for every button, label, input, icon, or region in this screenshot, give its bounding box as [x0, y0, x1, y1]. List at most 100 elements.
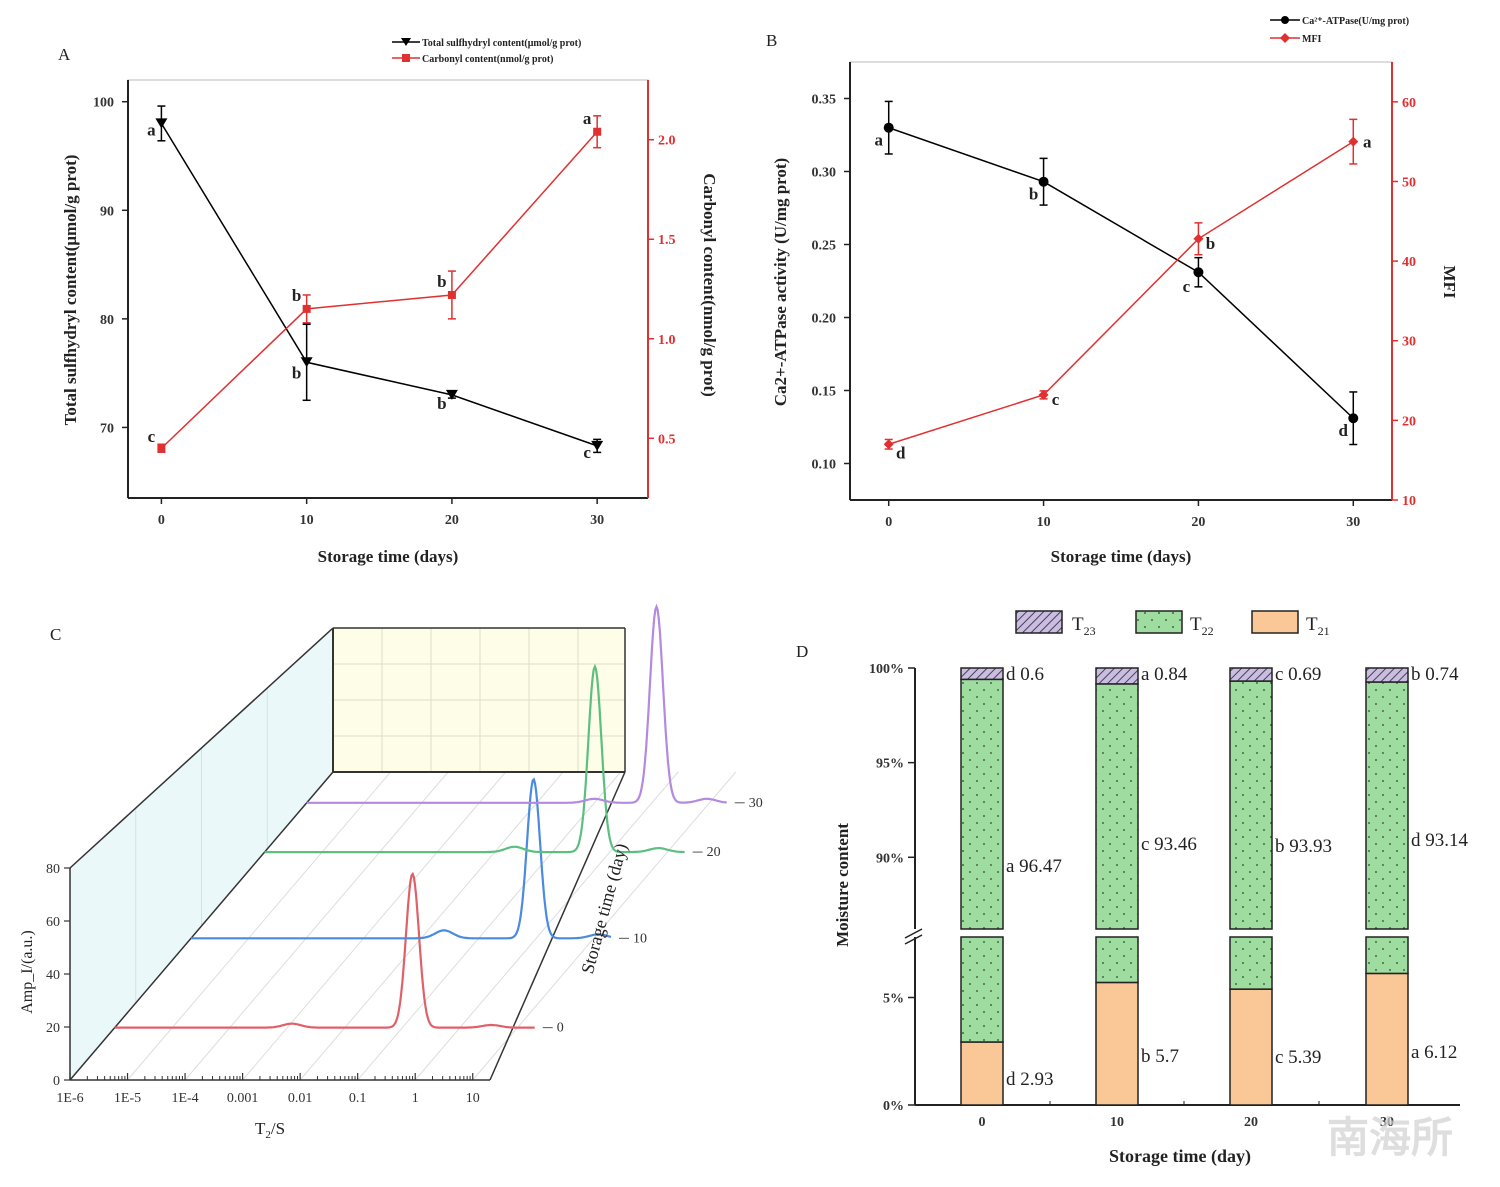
axis-break-gap [900, 929, 1460, 937]
x-tick-label: 1E-6 [56, 1091, 83, 1106]
x-tick-label: 10 [1037, 515, 1051, 530]
data-point [1193, 233, 1204, 244]
y-tick-label: 0% [883, 1099, 904, 1114]
y-tick-label-left: 0.15 [812, 385, 837, 400]
series-curve-day-20 [264, 663, 685, 854]
plot-frame-b [849, 61, 1393, 501]
y-axis-label-left-a: Total sulfhydryl content(μmol/g prot) [61, 155, 80, 426]
z-axis-c [489, 771, 626, 1081]
panel-label-c: C [50, 625, 61, 644]
value-label-t23: a 0.84 [1141, 664, 1188, 685]
data-point [302, 304, 311, 313]
significance-letter: b [437, 272, 446, 291]
bar-t23 [960, 667, 1004, 681]
x-tick-label: 10 [1110, 1115, 1124, 1130]
panel-label-b: B [766, 31, 777, 50]
series-curve-day-10 [191, 777, 612, 940]
legend-swatch-t21 [1251, 610, 1299, 634]
significance-letter: d [896, 443, 906, 462]
y-tick-label: 95% [876, 757, 904, 772]
data-point [1038, 389, 1049, 400]
significance-letter: c [1183, 277, 1191, 296]
bar-t23 [1229, 667, 1273, 682]
value-label-t21: d 2.93 [1006, 1069, 1054, 1090]
bar-t21 [1229, 988, 1273, 1106]
y-tick-label-left: 90 [100, 204, 114, 219]
value-label-t22: c 93.46 [1141, 834, 1197, 855]
value-label-t22: b 93.93 [1275, 836, 1332, 857]
significance-letter: b [292, 363, 301, 382]
floor-grid-line [242, 771, 506, 1081]
x-tick-label: 1E-4 [171, 1091, 198, 1106]
legend-swatch-t23 [1015, 610, 1063, 634]
bar-t23 [1365, 667, 1409, 683]
bar-t22 [1095, 936, 1139, 984]
legend-label-t22: T22 [1190, 614, 1214, 638]
y-tick-label: 80 [46, 862, 60, 877]
y-tick-label-right: 1.5 [658, 233, 676, 248]
legend-swatch-t22 [1135, 610, 1183, 634]
panel-a: A 0 10 20 30 70 80 90 100 0.5 1.0 1.5 2.0 a b b c c b b a T… [58, 38, 719, 566]
y-tick-label-right: 10 [1402, 494, 1416, 509]
bar-t22 [960, 936, 1004, 1043]
y-tick-label-left: 0.10 [812, 458, 837, 473]
y-axis-label-right-a: Carbonyl content(nmol/g prot) [700, 173, 719, 397]
axis-break-mark [904, 928, 923, 939]
y-axis-label-c: Amp_I/(a.u.) [19, 930, 36, 1014]
significance-letter: c [148, 427, 156, 446]
data-point [1038, 176, 1049, 187]
y-tick-label-right: 0.5 [658, 432, 676, 447]
value-label-t23: b 0.74 [1411, 664, 1459, 685]
x-tick-label: 0 [885, 515, 892, 530]
bar-t21 [1365, 972, 1409, 1106]
panel-label-a: A [58, 45, 71, 64]
series-line-0 [888, 126, 1354, 419]
data-point [591, 440, 604, 451]
value-label-t21: a 6.12 [1411, 1042, 1457, 1063]
plot-frame-a [127, 79, 649, 499]
x-tick-label: 0.1 [349, 1091, 367, 1106]
y-tick-label-right: 50 [1402, 175, 1416, 190]
x-axis-label-a: Storage time (days) [318, 547, 459, 566]
bar-t22 [1365, 936, 1409, 975]
y-tick-label-right: 1.0 [658, 333, 676, 348]
y-axis-label-left-b: Ca2+-ATPase activity (U/mg prot) [771, 158, 790, 406]
x-axis-label-d: Storage time (day) [1109, 1146, 1251, 1167]
y-tick-label-left: 70 [100, 421, 114, 436]
bar-t22 [1365, 681, 1409, 930]
legend-a: Total sulfhydryl content(μmol/g prot) Ca… [392, 38, 581, 65]
panel-c: C 0 20 40 60 80 1E-6 1E-5 1E-4 0.001 0.01 0.1 1 10 0 1… [19, 603, 763, 1141]
series-curve-day-30 [306, 603, 727, 804]
triangle-down-marker-icon [401, 38, 411, 46]
circle-marker-icon [1281, 16, 1289, 24]
significance-letter: c [583, 443, 591, 462]
y-tick-label-right: 2.0 [658, 134, 676, 149]
x-tick-label: 1 [412, 1091, 419, 1106]
x-tick-label: 10 [466, 1091, 480, 1106]
y-axis-label-right-b: MFI [1440, 265, 1459, 298]
x-tick-label: 1E-5 [114, 1091, 141, 1106]
panel-d: D T23 T22 T21 0% 5% 90% 95% 100% 0 d 0.6 a 96.4… [796, 610, 1469, 1167]
significance-letter: b [292, 286, 301, 305]
legend-label-sulfhydryl: Total sulfhydryl content(μmol/g prot) [422, 38, 581, 49]
value-label-t23: c 0.69 [1275, 664, 1321, 685]
significance-letter: c [1052, 390, 1060, 409]
significance-letter: d [1339, 421, 1349, 440]
legend-label-atpase: Ca²⁺-ATPase(U/mg prot) [1302, 16, 1409, 27]
data-point [157, 444, 166, 453]
legend-label-carbonyl: Carbonyl content(nmol/g prot) [422, 54, 553, 65]
value-label-t21: c 5.39 [1275, 1047, 1321, 1068]
data-point [883, 122, 894, 133]
y-tick-label-left: 100 [93, 96, 114, 111]
series-line-0 [160, 123, 598, 447]
y-tick-label: 60 [46, 915, 60, 930]
bar-t23 [1095, 667, 1139, 685]
x-tick-label: 30 [1380, 1115, 1394, 1130]
top-edge [69, 627, 334, 869]
data-point [1193, 267, 1204, 278]
significance-letter: b [437, 394, 446, 413]
y-tick-label: 0 [53, 1074, 60, 1089]
value-label-t21: b 5.7 [1141, 1046, 1179, 1067]
significance-letter: b [1029, 185, 1038, 204]
